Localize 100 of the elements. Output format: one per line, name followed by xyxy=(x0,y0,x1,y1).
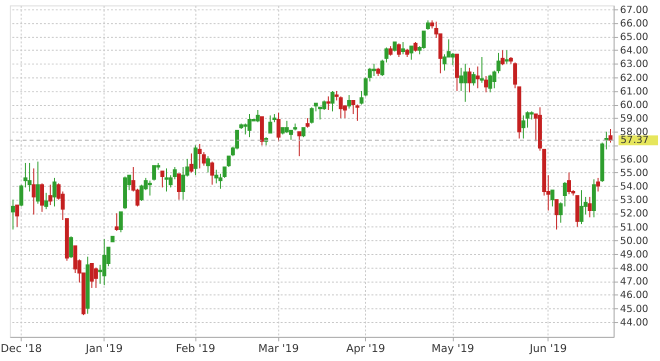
candlestick xyxy=(181,166,186,200)
candlestick xyxy=(160,170,164,188)
candlestick xyxy=(114,212,119,232)
x-tick-label: Jan '19 xyxy=(84,342,123,356)
candlestick xyxy=(206,156,210,173)
candlestick xyxy=(372,63,376,77)
y-tick-label: 54.00 xyxy=(620,182,648,193)
candlestick xyxy=(351,100,356,115)
y-tick-label: 61.00 xyxy=(620,86,648,98)
candlestick xyxy=(521,114,526,139)
y-tick-label: 65.00 xyxy=(620,32,648,44)
y-tick-label: 44.00 xyxy=(620,317,648,328)
candlestick xyxy=(347,94,352,110)
candlestick xyxy=(90,262,94,288)
candlestick xyxy=(334,90,339,101)
y-tick-label: 53.00 xyxy=(620,195,648,206)
candlestick xyxy=(488,74,492,93)
candlestick xyxy=(268,114,272,134)
candlestick xyxy=(392,42,397,52)
candlestick xyxy=(504,50,509,64)
candlestick xyxy=(480,56,484,84)
candlestick xyxy=(69,236,74,259)
candlestick xyxy=(301,127,306,138)
candlestick xyxy=(472,71,476,86)
candlestick xyxy=(28,162,32,192)
y-tick-label: 56.00 xyxy=(620,154,648,166)
y-tick-label: 51.00 xyxy=(620,222,648,234)
y-tick-label: 64.00 xyxy=(620,46,648,57)
candlestick xyxy=(604,131,608,150)
candlestick xyxy=(276,112,281,142)
candlestick xyxy=(32,168,36,216)
candlestick xyxy=(194,144,198,176)
candlestick xyxy=(322,100,326,110)
y-tick-label: 59.00 xyxy=(620,114,648,125)
y-tick-label: 55.00 xyxy=(620,168,648,179)
candlestick xyxy=(23,162,28,188)
candlestick xyxy=(15,204,20,228)
candlestick xyxy=(463,63,468,102)
candlestick xyxy=(189,152,194,173)
candlestick xyxy=(176,173,181,200)
y-tick-label: 66.00 xyxy=(620,18,648,30)
candlestick xyxy=(450,52,455,66)
candlestick xyxy=(297,131,302,157)
candlestick xyxy=(256,109,260,123)
candlestick xyxy=(152,165,156,182)
candlestick xyxy=(310,106,314,124)
candlestick xyxy=(243,123,248,135)
y-tick-label: 45.00 xyxy=(620,304,648,315)
y-tick-label: 46.00 xyxy=(620,290,648,302)
x-tick-label: Mar '19 xyxy=(258,342,299,356)
y-tick-label: 52.00 xyxy=(620,208,648,220)
candlestick xyxy=(484,76,488,93)
y-tick-label: 50.00 xyxy=(620,236,648,247)
candlestick xyxy=(459,67,464,92)
candlestick xyxy=(40,182,44,212)
y-tick-label: 60.00 xyxy=(620,100,648,111)
candlestick xyxy=(19,184,24,207)
candlestick xyxy=(226,156,231,168)
candlestick xyxy=(326,96,330,110)
candlestick xyxy=(368,67,372,82)
candlestick xyxy=(422,30,426,50)
candlestick xyxy=(338,96,343,119)
candlestick xyxy=(248,114,252,138)
candlestick xyxy=(455,54,459,92)
candlestick xyxy=(580,190,584,225)
candlestick xyxy=(558,202,563,224)
candlestick xyxy=(409,46,414,60)
candlestick xyxy=(284,120,289,134)
candlestick xyxy=(164,168,168,192)
candlestick xyxy=(426,20,430,30)
y-tick-label: 49.00 xyxy=(620,249,648,260)
x-tick-label: Jun '19 xyxy=(528,342,567,356)
y-tick-label: 67.00 xyxy=(620,4,648,16)
candlestick xyxy=(467,67,472,93)
x-tick-label: Dec '18 xyxy=(0,342,42,356)
candlestick xyxy=(355,104,360,122)
candlestick xyxy=(44,192,48,210)
candlestick xyxy=(198,143,202,169)
candlestick xyxy=(202,152,206,166)
candlestick xyxy=(140,184,144,202)
candlestick xyxy=(396,42,401,58)
y-tick-label: 48.00 xyxy=(620,263,648,274)
candlestick xyxy=(210,161,214,186)
candlestick xyxy=(401,42,406,55)
candlestick xyxy=(562,181,567,207)
candlestick xyxy=(414,42,418,52)
candlestick xyxy=(608,128,612,144)
candlestick xyxy=(500,50,505,66)
candlestick xyxy=(554,199,559,230)
candlestick xyxy=(330,90,334,112)
candlestick xyxy=(306,118,310,128)
y-tick-label: 62.00 xyxy=(620,72,648,84)
candlestick xyxy=(73,245,78,274)
candlestick xyxy=(442,54,447,72)
y-tick-label: 47.00 xyxy=(620,276,648,288)
candlestick xyxy=(118,211,123,233)
candlestick xyxy=(596,177,600,192)
candlestick xyxy=(52,177,56,207)
x-tick-label: Apr '19 xyxy=(346,342,386,356)
candlestick xyxy=(148,180,152,196)
